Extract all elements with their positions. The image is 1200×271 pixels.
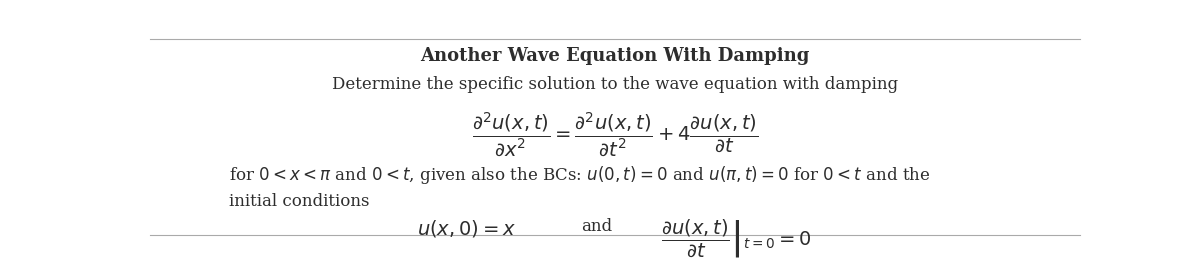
Text: $\dfrac{\partial^2 u(x,t)}{\partial x^2} = \dfrac{\partial^2 u(x,t)}{\partial t^: $\dfrac{\partial^2 u(x,t)}{\partial x^2}… bbox=[472, 110, 758, 157]
Text: for $0 < x < \pi$ and $0 < t$, given also the BCs: $u(0,t) = 0$ and $u(\pi,t) = : for $0 < x < \pi$ and $0 < t$, given als… bbox=[229, 164, 930, 186]
Text: Determine the specific solution to the wave equation with damping: Determine the specific solution to the w… bbox=[332, 76, 898, 93]
Text: initial conditions: initial conditions bbox=[229, 193, 370, 210]
Text: Another Wave Equation With Damping: Another Wave Equation With Damping bbox=[420, 47, 810, 65]
Text: and: and bbox=[581, 218, 612, 235]
Text: $\left.\dfrac{\partial u(x,t)}{\partial t}\right|_{t=0} = 0$: $\left.\dfrac{\partial u(x,t)}{\partial … bbox=[661, 218, 811, 260]
Text: $u(x,0) = x$: $u(x,0) = x$ bbox=[416, 218, 516, 239]
